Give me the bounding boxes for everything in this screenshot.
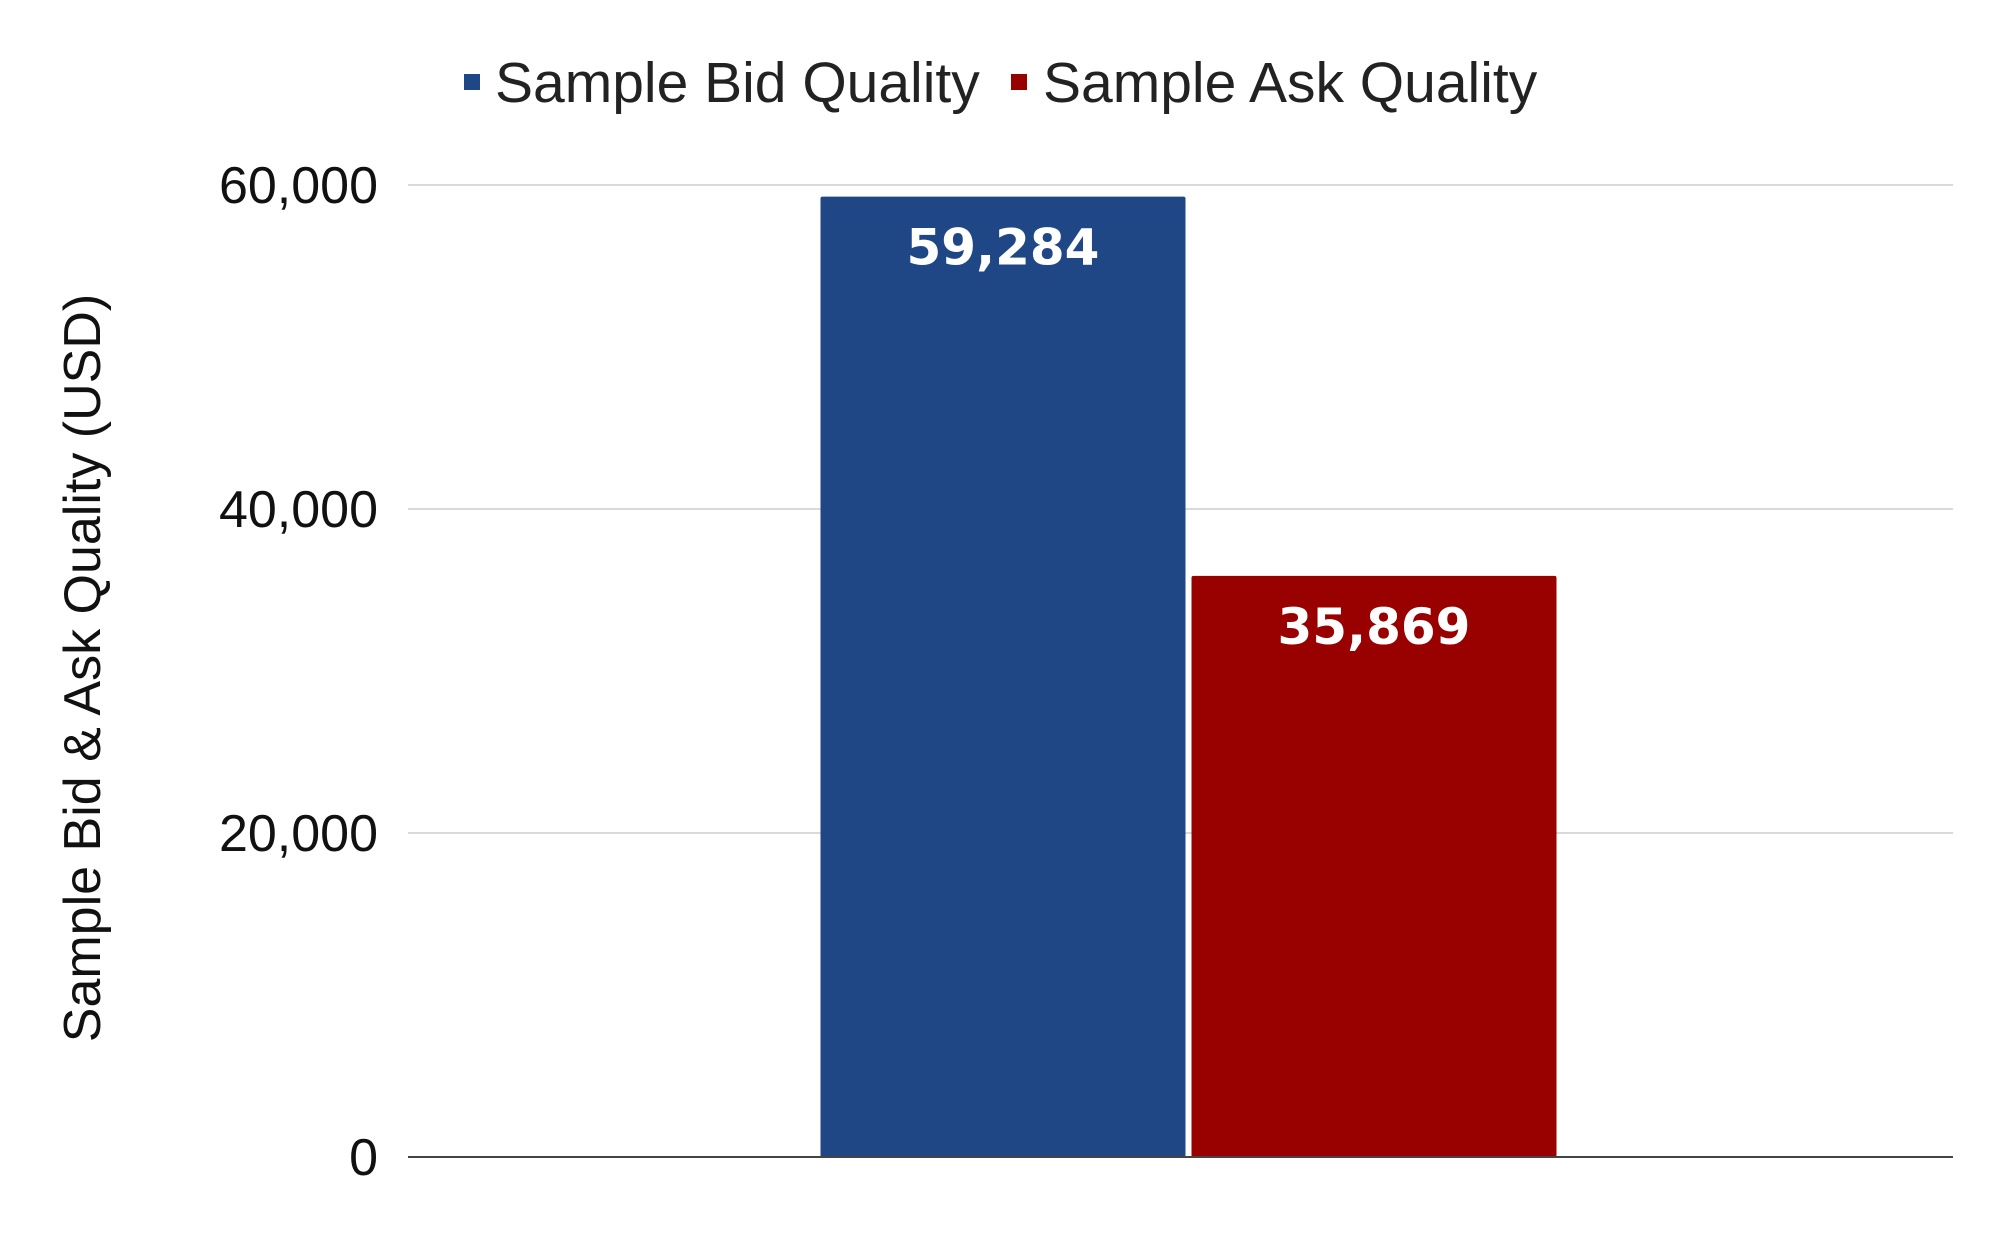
legend-label-sample-bid-quality: Sample Bid Quality — [495, 51, 980, 115]
data-labels: 59,284 35,869 — [907, 219, 1471, 656]
legend: Sample Bid Quality Sample Ask Quality — [464, 51, 1538, 115]
y-tick-label: 40,000 — [219, 481, 378, 539]
y-tick-label: 60,000 — [219, 157, 378, 215]
y-tick-label: 0 — [349, 1129, 378, 1187]
legend-label-sample-ask-quality: Sample Ask Quality — [1043, 51, 1538, 115]
legend-swatch-sample-ask-quality — [1011, 74, 1027, 90]
y-tick-labels: 0 20,000 40,000 60,000 — [219, 157, 378, 1187]
data-label-sample-ask-quality: 35,869 — [1278, 598, 1471, 656]
legend-swatch-sample-bid-quality — [464, 74, 480, 90]
data-label-sample-bid-quality: 59,284 — [907, 219, 1100, 277]
bar-sample-bid-quality — [820, 196, 1186, 1158]
y-axis-label: Sample Bid & Ask Quality (USD) — [54, 294, 112, 1042]
y-tick-label: 20,000 — [219, 805, 378, 863]
bar-sample-ask-quality — [1191, 575, 1557, 1157]
bars — [820, 196, 1557, 1158]
